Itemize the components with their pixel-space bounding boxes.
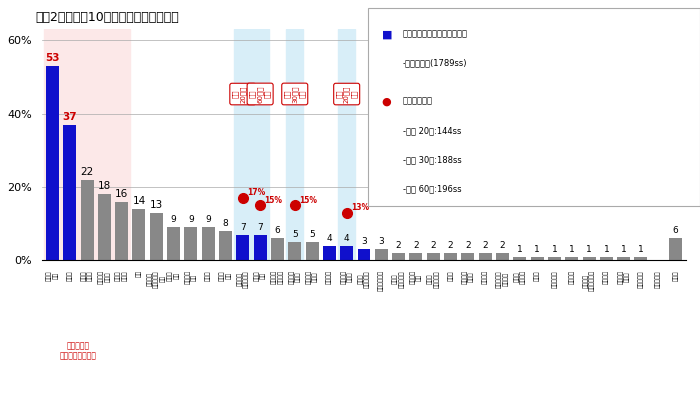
- Text: 9: 9: [205, 215, 211, 224]
- Text: 2: 2: [413, 241, 419, 250]
- Bar: [80, 180, 94, 260]
- Text: 男性
20代で
高い: 男性 20代で 高い: [232, 85, 253, 103]
- Text: -女性 30代:188ss: -女性 30代:188ss: [402, 155, 461, 164]
- Bar: [98, 194, 111, 260]
- Text: 2: 2: [395, 241, 401, 250]
- Text: 1: 1: [569, 245, 575, 254]
- Bar: [461, 253, 475, 260]
- Text: 15%: 15%: [265, 196, 283, 205]
- Text: 2: 2: [465, 241, 470, 250]
- Bar: [251, 29, 269, 260]
- Text: 5: 5: [292, 230, 298, 239]
- Text: 女性
60代で
高い: 女性 60代で 高い: [249, 85, 271, 103]
- Bar: [253, 235, 267, 260]
- Bar: [548, 257, 561, 260]
- Text: 16: 16: [115, 189, 128, 199]
- Bar: [271, 239, 284, 260]
- Bar: [496, 253, 509, 260]
- Text: 6: 6: [274, 226, 280, 236]
- Text: 1: 1: [517, 245, 523, 254]
- Bar: [479, 253, 491, 260]
- Text: 1: 1: [638, 245, 644, 254]
- Bar: [150, 213, 162, 260]
- Bar: [237, 235, 249, 260]
- Text: 37: 37: [62, 112, 77, 122]
- Text: 4: 4: [327, 234, 332, 243]
- Text: 8: 8: [223, 219, 228, 228]
- Bar: [410, 253, 422, 260]
- Text: -男性 20代:144ss: -男性 20代:144ss: [402, 126, 461, 135]
- Text: 18: 18: [98, 181, 111, 192]
- Bar: [392, 253, 405, 260]
- Text: 14: 14: [132, 196, 146, 206]
- Bar: [669, 239, 682, 260]
- Text: 2: 2: [482, 241, 488, 250]
- Bar: [323, 246, 336, 260]
- Text: 1: 1: [534, 245, 540, 254]
- Text: 22: 22: [80, 167, 94, 177]
- Text: 7: 7: [258, 223, 263, 232]
- Bar: [340, 246, 354, 260]
- Bar: [374, 249, 388, 260]
- Bar: [427, 253, 440, 260]
- Text: 4: 4: [344, 234, 349, 243]
- Text: -回答者全体(1789ss): -回答者全体(1789ss): [402, 59, 467, 68]
- Text: 17%: 17%: [247, 188, 265, 197]
- Text: 53: 53: [45, 53, 60, 63]
- Text: 9: 9: [171, 215, 176, 224]
- Bar: [184, 227, 197, 260]
- Bar: [531, 257, 544, 260]
- Text: 2: 2: [448, 241, 454, 250]
- Bar: [306, 242, 318, 260]
- Bar: [219, 231, 232, 260]
- Text: 女性
30代で
高い: 女性 30代で 高い: [284, 85, 306, 103]
- Bar: [167, 227, 180, 260]
- Text: 1: 1: [552, 245, 557, 254]
- Text: 13%: 13%: [351, 203, 369, 212]
- Text: ●: ●: [382, 97, 391, 107]
- Text: 3: 3: [379, 237, 384, 247]
- Bar: [444, 253, 457, 260]
- Bar: [63, 125, 76, 260]
- Bar: [46, 66, 59, 260]
- Bar: [617, 257, 630, 260]
- Text: 1: 1: [621, 245, 626, 254]
- Text: 1: 1: [586, 245, 592, 254]
- Text: セグメント別: セグメント別: [402, 97, 433, 105]
- Bar: [43, 29, 130, 260]
- Bar: [132, 209, 146, 260]
- Bar: [286, 29, 303, 260]
- Text: ＜囲2＞給付金10万円の具体的な使い道: ＜囲2＞給付金10万円の具体的な使い道: [36, 11, 179, 24]
- Text: 支出予定と回答した人ベース: 支出予定と回答した人ベース: [402, 29, 468, 38]
- Text: 2: 2: [430, 241, 436, 250]
- Bar: [115, 202, 128, 260]
- Text: 6: 6: [673, 226, 678, 236]
- Text: 13: 13: [150, 200, 163, 210]
- Bar: [358, 249, 370, 260]
- Bar: [600, 257, 613, 260]
- Bar: [513, 257, 526, 260]
- Text: 9: 9: [188, 215, 194, 224]
- Bar: [202, 227, 215, 260]
- Text: 日常生活で
必要不可欠な支出: 日常生活で 必要不可欠な支出: [60, 341, 97, 360]
- Bar: [634, 257, 648, 260]
- Bar: [234, 29, 251, 260]
- Bar: [288, 242, 301, 260]
- Text: 1: 1: [603, 245, 609, 254]
- Text: 7: 7: [240, 223, 246, 232]
- Bar: [582, 257, 596, 260]
- Text: 3: 3: [361, 237, 367, 247]
- Bar: [565, 257, 578, 260]
- Text: ■: ■: [382, 29, 392, 39]
- Bar: [338, 29, 356, 260]
- Text: 2: 2: [500, 241, 505, 250]
- Text: 男性
20代で
高い: 男性 20代で 高い: [336, 85, 358, 103]
- Text: 15%: 15%: [299, 196, 317, 205]
- Text: -女性 60代:196ss: -女性 60代:196ss: [402, 185, 461, 194]
- Text: 5: 5: [309, 230, 315, 239]
